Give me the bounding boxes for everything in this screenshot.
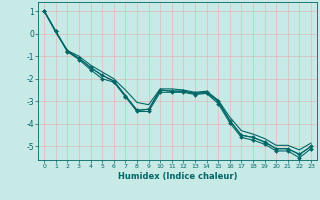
X-axis label: Humidex (Indice chaleur): Humidex (Indice chaleur) xyxy=(118,172,237,181)
